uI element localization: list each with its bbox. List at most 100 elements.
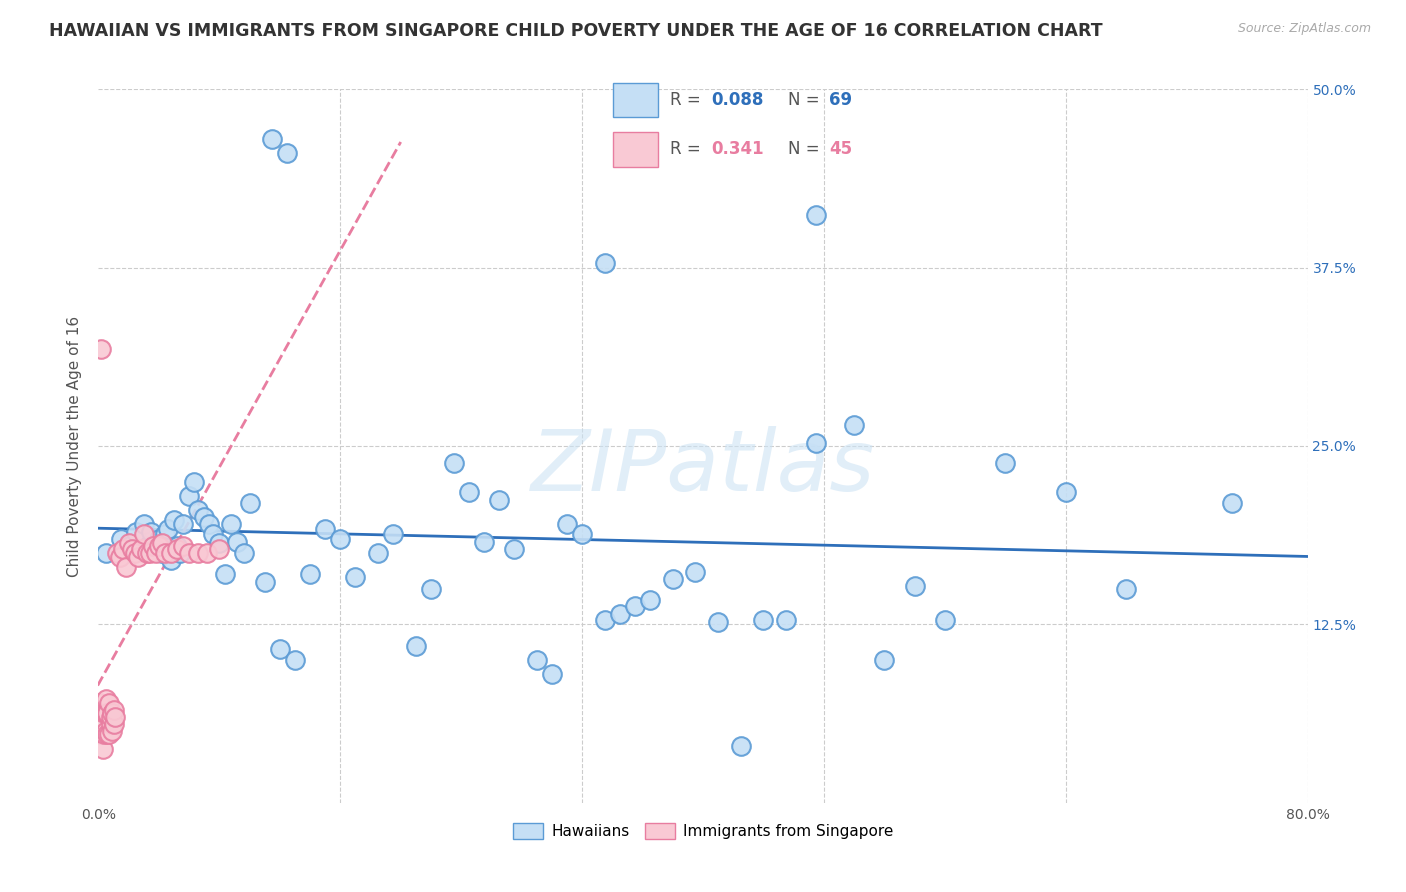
Point <box>299 567 322 582</box>
Point <box>100 717 122 731</box>
Point <box>730 739 752 753</box>
Point <box>118 536 141 550</box>
Point <box>775 613 797 627</box>
Point <box>94 724 117 739</box>
Point <box>118 539 141 553</box>
Point <box>197 517 219 532</box>
Point <box>488 493 510 508</box>
Point <box>142 539 165 553</box>
Point <box>994 456 1017 470</box>
Point <box>153 546 176 560</box>
Point <box>145 539 167 553</box>
FancyBboxPatch shape <box>613 83 658 118</box>
Point <box>904 579 927 593</box>
Point <box>239 496 262 510</box>
Point <box>685 565 707 579</box>
Point <box>91 713 114 727</box>
Point <box>382 527 405 541</box>
Point <box>156 522 179 536</box>
Point <box>135 546 157 560</box>
Point <box>183 475 205 489</box>
Point <box>160 546 183 560</box>
Point <box>540 667 562 681</box>
Point <box>1115 582 1137 596</box>
Point <box>121 541 143 556</box>
Point <box>472 534 495 549</box>
Point <box>526 653 548 667</box>
Point <box>127 550 149 565</box>
Point <box>1220 496 1243 510</box>
Text: Source: ZipAtlas.com: Source: ZipAtlas.com <box>1237 22 1371 36</box>
Point <box>179 546 201 560</box>
Text: N =: N = <box>787 141 824 159</box>
Point <box>193 510 215 524</box>
Point <box>638 593 661 607</box>
Point <box>103 703 125 717</box>
Point <box>98 696 121 710</box>
Point <box>96 727 118 741</box>
Point <box>571 527 593 541</box>
Point <box>96 706 118 720</box>
Point <box>269 641 291 656</box>
Point <box>329 532 352 546</box>
Point <box>136 539 159 553</box>
Point <box>232 546 254 560</box>
Point <box>314 522 336 536</box>
Point <box>94 706 117 720</box>
Point <box>101 706 124 720</box>
Text: 45: 45 <box>830 141 852 159</box>
Point <box>208 541 231 556</box>
Point <box>93 706 115 720</box>
FancyBboxPatch shape <box>613 132 658 167</box>
Point <box>166 539 188 553</box>
Point <box>609 607 631 622</box>
Point <box>89 696 111 710</box>
Text: 69: 69 <box>830 91 852 109</box>
Point <box>179 489 201 503</box>
Point <box>139 546 162 560</box>
Point <box>172 517 194 532</box>
Point <box>873 653 896 667</box>
Point <box>806 436 828 450</box>
Point <box>443 456 465 470</box>
Point <box>555 517 578 532</box>
Point <box>661 572 683 586</box>
Point <box>262 132 284 146</box>
Point <box>91 741 114 756</box>
Point <box>103 717 125 731</box>
Point <box>284 653 307 667</box>
Point <box>125 524 148 539</box>
Point <box>132 517 155 532</box>
Point <box>169 546 191 560</box>
Text: 0.341: 0.341 <box>711 141 763 159</box>
Point <box>844 417 866 432</box>
Point <box>90 342 112 356</box>
Point <box>593 613 616 627</box>
Point <box>253 574 276 589</box>
Point <box>101 724 124 739</box>
Text: N =: N = <box>787 91 824 109</box>
Point <box>132 527 155 541</box>
Point <box>420 582 443 596</box>
Point <box>150 546 173 560</box>
Point <box>163 513 186 527</box>
Point <box>593 256 616 270</box>
Text: R =: R = <box>669 91 706 109</box>
Point <box>752 613 775 627</box>
Point <box>208 536 231 550</box>
Point <box>934 613 956 627</box>
Point <box>145 546 167 560</box>
Point <box>94 691 117 706</box>
Text: HAWAIIAN VS IMMIGRANTS FROM SINGAPORE CHILD POVERTY UNDER THE AGE OF 16 CORRELAT: HAWAIIAN VS IMMIGRANTS FROM SINGAPORE CH… <box>49 22 1102 40</box>
Text: ZIPatlas: ZIPatlas <box>531 425 875 509</box>
Point <box>344 570 367 584</box>
Point <box>129 541 152 556</box>
Point <box>150 536 173 550</box>
Point <box>124 546 146 560</box>
Y-axis label: Child Poverty Under the Age of 16: Child Poverty Under the Age of 16 <box>67 316 83 576</box>
Point <box>187 503 209 517</box>
Text: R =: R = <box>669 141 706 159</box>
Point <box>172 539 194 553</box>
Point <box>405 639 427 653</box>
Point <box>503 541 526 556</box>
